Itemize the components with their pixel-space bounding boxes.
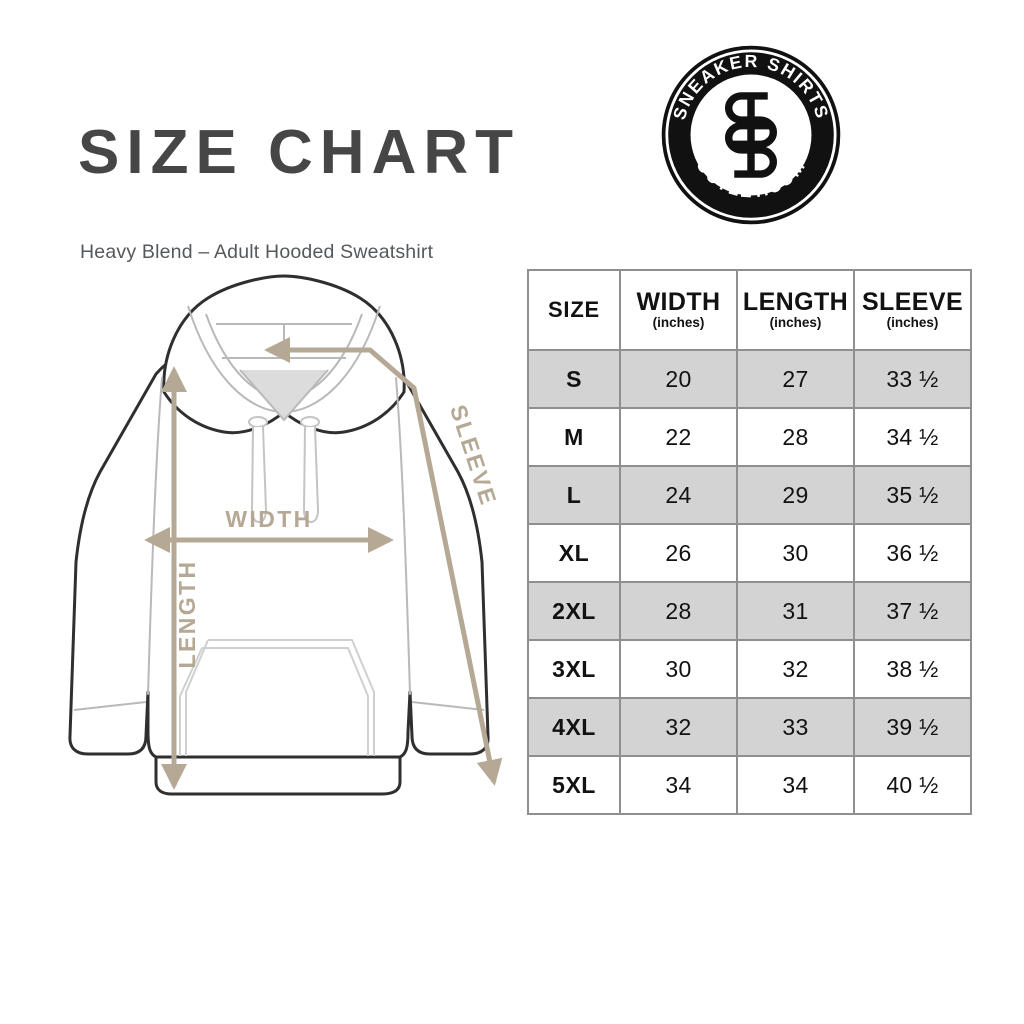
brand-logo: SNEAKER SHIRTS OUTLET.COM (658, 42, 844, 228)
cell-length: 32 (736, 639, 855, 699)
column-header-size-label: SIZE (547, 296, 601, 322)
column-header-length-label: LENGTH (742, 287, 849, 316)
cell-size: XL (527, 523, 621, 583)
cell-size: 4XL (527, 697, 621, 757)
page-title: SIZE CHART (78, 118, 520, 187)
cell-sleeve: 36 ½ (853, 523, 972, 583)
size-chart-table: SIZE WIDTH (inches) LENGTH (inches) SLEE… (527, 269, 972, 815)
cell-sleeve: 37 ½ (853, 581, 972, 641)
length-label: LENGTH (174, 560, 200, 669)
width-label: WIDTH (225, 506, 312, 532)
sleeve-measure-arrow (264, 337, 503, 786)
column-header-sleeve-label: SLEEVE (861, 287, 964, 316)
column-header-size: SIZE (527, 269, 621, 351)
table-header-row: SIZE WIDTH (inches) LENGTH (inches) SLEE… (527, 269, 972, 351)
size-chart-body: S 20 27 33 ½ M 22 28 34 ½ L 24 29 35 ½ XL 26 30 36 ½ 2XL… (527, 349, 972, 815)
column-header-width-label: WIDTH (636, 287, 721, 316)
column-header-sleeve-unit: (inches) (886, 315, 939, 331)
column-header-length-unit: (inches) (769, 315, 822, 331)
table-row: M 22 28 34 ½ (527, 407, 972, 467)
cell-sleeve: 40 ½ (853, 755, 972, 815)
column-header-width-unit: (inches) (652, 315, 705, 331)
cell-length: 30 (736, 523, 855, 583)
table-row: S 20 27 33 ½ (527, 349, 972, 409)
column-header-length: LENGTH (inches) (736, 269, 855, 351)
cell-size: M (527, 407, 621, 467)
cell-length: 31 (736, 581, 855, 641)
cell-width: 24 (619, 465, 738, 525)
cell-length: 27 (736, 349, 855, 409)
cell-length: 34 (736, 755, 855, 815)
table-row: 5XL 34 34 40 ½ (527, 755, 972, 815)
table-row: 2XL 28 31 37 ½ (527, 581, 972, 641)
column-header-width: WIDTH (inches) (619, 269, 738, 351)
cell-sleeve: 38 ½ (853, 639, 972, 699)
cell-width: 20 (619, 349, 738, 409)
table-row: 3XL 30 32 38 ½ (527, 639, 972, 699)
cell-width: 26 (619, 523, 738, 583)
cell-size: 2XL (527, 581, 621, 641)
page-subtitle: Heavy Blend – Adult Hooded Sweatshirt (80, 241, 434, 263)
cell-width: 30 (619, 639, 738, 699)
cell-width: 28 (619, 581, 738, 641)
cell-length: 29 (736, 465, 855, 525)
logo-separator-ring (665, 49, 837, 221)
cell-sleeve: 34 ½ (853, 407, 972, 467)
table-row: 4XL 32 33 39 ½ (527, 697, 972, 757)
cell-sleeve: 33 ½ (853, 349, 972, 409)
table-row: L 24 29 35 ½ (527, 465, 972, 525)
cell-sleeve: 39 ½ (853, 697, 972, 757)
cell-length: 28 (736, 407, 855, 467)
cell-width: 34 (619, 755, 738, 815)
cell-width: 22 (619, 407, 738, 467)
cell-size: S (527, 349, 621, 409)
cell-sleeve: 35 ½ (853, 465, 972, 525)
cell-size: 5XL (527, 755, 621, 815)
hooded-sweatshirt-diagram: WIDTH LENGTH SLEEVE (52, 262, 522, 832)
cell-width: 32 (619, 697, 738, 757)
size-chart-header: SIZE WIDTH (inches) LENGTH (inches) SLEE… (527, 269, 972, 351)
cell-size: L (527, 465, 621, 525)
cell-length: 33 (736, 697, 855, 757)
cell-size: 3XL (527, 639, 621, 699)
table-row: XL 26 30 36 ½ (527, 523, 972, 583)
logo-monogram-icon (724, 92, 778, 178)
column-header-sleeve: SLEEVE (inches) (853, 269, 972, 351)
